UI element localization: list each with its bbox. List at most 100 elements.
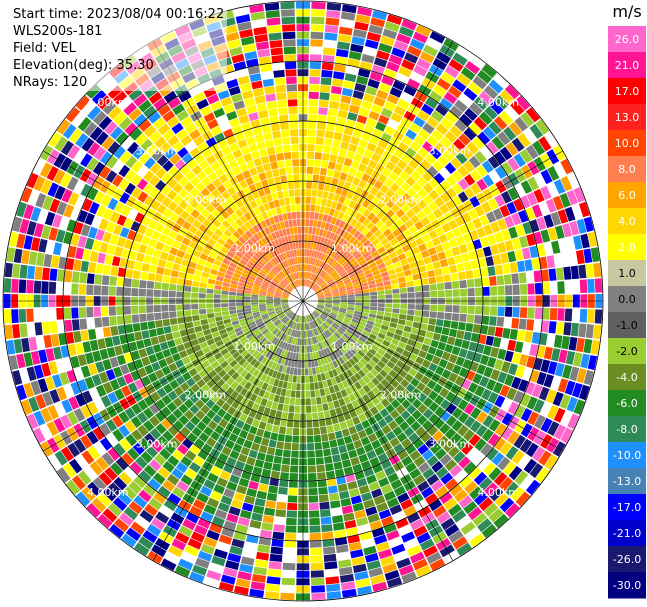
range-gate xyxy=(412,273,421,281)
range-gate xyxy=(365,86,378,96)
range-gate xyxy=(457,399,469,411)
range-gate xyxy=(339,172,348,181)
range-gate xyxy=(378,114,390,125)
range-gate xyxy=(508,363,518,376)
range-gate xyxy=(312,174,320,182)
range-gate xyxy=(332,261,339,269)
range-gate xyxy=(321,312,328,318)
range-gate xyxy=(379,184,390,194)
range-gate xyxy=(346,289,354,293)
range-gate xyxy=(458,244,468,254)
range-gate xyxy=(579,309,588,323)
range-gate xyxy=(416,176,428,188)
range-gate xyxy=(377,262,386,270)
range-gate xyxy=(307,264,310,272)
range-gate xyxy=(386,264,395,271)
range-gate xyxy=(433,208,443,219)
range-gate xyxy=(403,325,412,333)
range-gate xyxy=(510,100,525,116)
range-gate xyxy=(314,212,320,220)
range-gate xyxy=(315,137,324,145)
range-gate xyxy=(519,284,528,295)
range-gate xyxy=(560,158,573,175)
range-gate xyxy=(452,364,462,375)
range-gate xyxy=(352,129,363,139)
range-gate xyxy=(435,123,449,136)
range-gate xyxy=(504,350,514,363)
range-gate xyxy=(451,280,460,289)
range-gate xyxy=(388,171,399,182)
range-gate xyxy=(425,153,437,165)
range-gate xyxy=(391,256,400,264)
range-gate xyxy=(494,95,509,110)
range-gate xyxy=(326,10,341,19)
range-gate xyxy=(499,110,514,126)
range-gate xyxy=(468,382,479,394)
range-gate xyxy=(356,75,369,86)
range-gate xyxy=(409,141,421,152)
range-gate xyxy=(590,247,600,263)
range-gate xyxy=(506,387,517,401)
range-gate xyxy=(587,309,595,324)
range-gate xyxy=(338,269,346,276)
range-gate xyxy=(423,256,432,265)
range-gate xyxy=(352,316,360,321)
range-gate xyxy=(467,288,475,297)
range-gate xyxy=(303,264,306,272)
range-gate xyxy=(307,280,311,287)
range-gate xyxy=(421,278,429,285)
range-gate xyxy=(576,249,585,265)
range-gate xyxy=(323,309,331,314)
range-gate xyxy=(483,126,496,140)
range-gate xyxy=(313,159,322,168)
range-gate xyxy=(427,324,436,332)
range-gate xyxy=(390,317,399,324)
range-gate xyxy=(385,188,395,199)
range-gate xyxy=(504,84,520,100)
range-gate xyxy=(515,224,526,237)
range-gate xyxy=(335,202,343,211)
range-gate xyxy=(371,206,381,216)
range-gate xyxy=(485,335,495,346)
range-gate xyxy=(475,248,485,259)
range-gate xyxy=(458,348,468,358)
range-gate xyxy=(339,102,350,112)
range-gate xyxy=(397,319,406,326)
range-gate xyxy=(310,24,324,32)
range-gate xyxy=(428,362,438,372)
range-gate xyxy=(319,280,326,287)
range-gate xyxy=(593,262,602,278)
range-gate xyxy=(393,40,409,52)
range-gate xyxy=(583,338,593,354)
range-gate xyxy=(487,326,496,336)
range-gate xyxy=(358,139,369,149)
range-gate xyxy=(402,229,411,238)
range-gate xyxy=(526,319,535,331)
range-gate xyxy=(303,271,306,279)
range-gate xyxy=(355,296,363,300)
range-gate xyxy=(441,222,452,233)
range-gate xyxy=(324,32,338,41)
range-gate xyxy=(434,196,445,208)
range-gate xyxy=(367,212,376,221)
range-gate xyxy=(535,119,550,135)
range-gate xyxy=(501,190,512,204)
range-gate xyxy=(350,43,364,53)
range-gate xyxy=(408,159,420,170)
range-gate xyxy=(379,267,388,274)
range-gate xyxy=(321,160,329,169)
range-gate xyxy=(339,307,347,312)
range-gate xyxy=(315,144,324,153)
range-gate xyxy=(487,198,499,211)
range-gate xyxy=(331,288,339,293)
range-gate xyxy=(376,210,385,220)
range-gate xyxy=(446,256,456,266)
range-gate xyxy=(519,149,533,164)
range-gate xyxy=(429,283,437,291)
range-gate xyxy=(328,223,335,232)
range-gate xyxy=(306,166,314,174)
range-gate xyxy=(457,165,469,178)
range-gate xyxy=(474,278,482,287)
range-gate xyxy=(357,324,365,330)
range-gate xyxy=(404,52,419,64)
